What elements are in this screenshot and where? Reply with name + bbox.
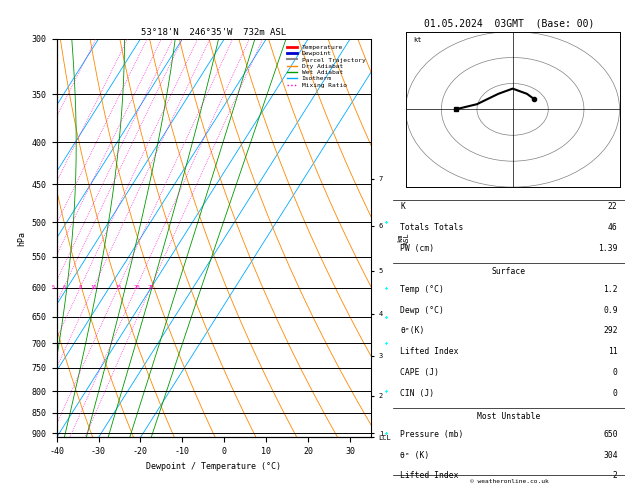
Text: 1.39: 1.39: [598, 244, 618, 253]
Text: 650: 650: [603, 430, 618, 439]
Text: CAPE (J): CAPE (J): [400, 368, 439, 377]
Text: 22: 22: [608, 203, 618, 211]
Text: 1.2: 1.2: [603, 285, 618, 294]
Text: 15: 15: [115, 285, 121, 290]
Text: 11: 11: [608, 347, 618, 356]
X-axis label: Dewpoint / Temperature (°C): Dewpoint / Temperature (°C): [147, 462, 281, 470]
Text: θᵉ (K): θᵉ (K): [400, 451, 430, 460]
Text: 2: 2: [613, 471, 618, 480]
Text: Surface: Surface: [492, 267, 526, 276]
Text: 0.9: 0.9: [603, 306, 618, 315]
Text: 0: 0: [613, 368, 618, 377]
Text: Totals Totals: Totals Totals: [400, 223, 464, 232]
Text: 292: 292: [603, 327, 618, 335]
Text: Dewp (°C): Dewp (°C): [400, 306, 444, 315]
Text: θᵉ(K): θᵉ(K): [400, 327, 425, 335]
Text: Temp (°C): Temp (°C): [400, 285, 444, 294]
Text: CIN (J): CIN (J): [400, 388, 434, 398]
Text: PW (cm): PW (cm): [400, 244, 434, 253]
Text: 6: 6: [62, 285, 65, 290]
Y-axis label: km
ASL: km ASL: [397, 232, 410, 244]
Text: Lifted Index: Lifted Index: [400, 471, 459, 480]
Text: 0: 0: [613, 388, 618, 398]
Text: Most Unstable: Most Unstable: [477, 412, 540, 421]
Text: 304: 304: [603, 451, 618, 460]
Text: 8: 8: [79, 285, 82, 290]
Text: 46: 46: [608, 223, 618, 232]
Text: 01.05.2024  03GMT  (Base: 00): 01.05.2024 03GMT (Base: 00): [425, 18, 594, 29]
Text: kt: kt: [413, 37, 421, 43]
Text: Pressure (mb): Pressure (mb): [400, 430, 464, 439]
Text: 5: 5: [52, 285, 55, 290]
Legend: Temperature, Dewpoint, Parcel Trajectory, Dry Adiabat, Wet Adiabat, Isotherm, Mi: Temperature, Dewpoint, Parcel Trajectory…: [285, 42, 368, 90]
Text: Lifted Index: Lifted Index: [400, 347, 459, 356]
Text: K: K: [400, 203, 405, 211]
Text: 20: 20: [133, 285, 140, 290]
Text: © weatheronline.co.uk: © weatheronline.co.uk: [470, 479, 549, 484]
Text: 10: 10: [91, 285, 97, 290]
Title: 53°18'N  246°35'W  732m ASL: 53°18'N 246°35'W 732m ASL: [142, 28, 286, 37]
Text: 25: 25: [148, 285, 154, 290]
Y-axis label: hPa: hPa: [18, 231, 26, 245]
